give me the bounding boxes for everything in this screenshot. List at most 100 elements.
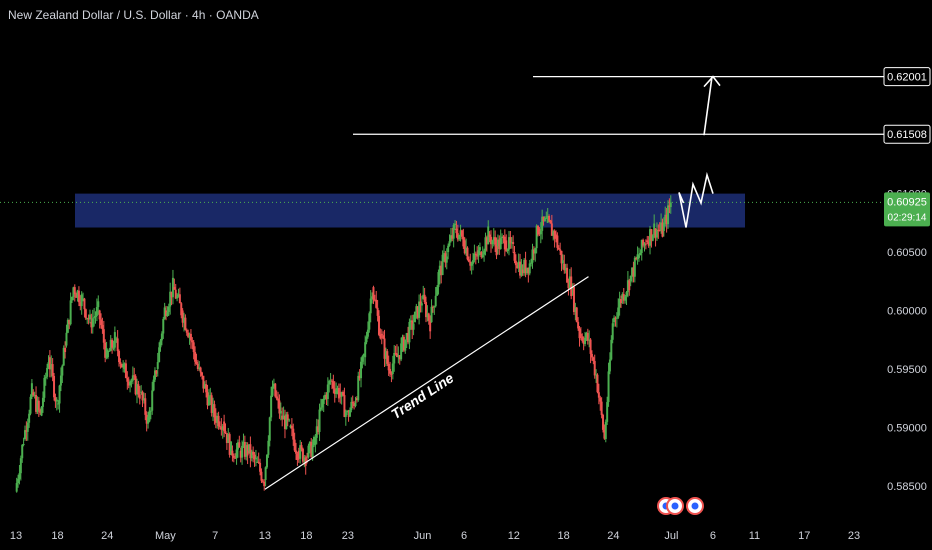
candle-body	[329, 380, 332, 382]
candle-body	[400, 343, 403, 360]
candle-body	[347, 415, 350, 417]
candle-body	[408, 321, 411, 343]
candle-body	[147, 416, 150, 424]
candle-body	[232, 455, 235, 458]
candle-body	[442, 253, 445, 255]
candle-body	[531, 249, 534, 263]
candle-body	[158, 347, 161, 363]
resistance-zone[interactable]	[75, 193, 745, 228]
candle-body	[48, 357, 51, 370]
candle-body	[430, 306, 433, 323]
candle-body	[163, 307, 166, 319]
candle-body	[624, 296, 627, 301]
x-tick-label: 18	[557, 530, 569, 542]
candle-body	[36, 400, 39, 412]
candle-body	[322, 398, 325, 404]
candle-body	[337, 388, 340, 399]
x-tick-label: 23	[342, 530, 354, 542]
candle-body	[195, 361, 198, 364]
candle-body	[159, 340, 162, 348]
candle-body	[72, 287, 75, 297]
candle-body	[87, 318, 90, 320]
candle-body	[422, 294, 425, 299]
candle-body	[61, 365, 64, 376]
candle-body	[481, 254, 484, 258]
candle-body	[637, 255, 640, 258]
candle-body	[631, 267, 634, 276]
candle-body	[599, 397, 602, 402]
y-tick-label: 0.60000	[887, 305, 927, 317]
candle-body	[19, 458, 22, 474]
level-price-tag	[883, 67, 931, 87]
candle-body	[330, 380, 333, 382]
level-price-tag	[883, 124, 931, 144]
candle-body	[613, 317, 616, 323]
candle-body	[254, 457, 257, 460]
candle-body	[293, 439, 296, 451]
candle-body	[173, 287, 176, 290]
candle-body	[419, 301, 422, 306]
candle-body	[611, 323, 614, 340]
candle-body	[418, 301, 421, 318]
candle-body	[383, 338, 386, 359]
candle-body	[308, 441, 311, 446]
trend-line[interactable]	[264, 276, 589, 490]
candle-body	[615, 317, 618, 319]
candle-body	[183, 317, 186, 323]
candle-body	[393, 352, 396, 364]
candle-body	[445, 256, 448, 263]
candle-body	[300, 445, 303, 449]
candle-body	[444, 253, 447, 263]
candle-body	[216, 415, 219, 423]
candle-body	[178, 294, 181, 304]
candle-body	[227, 434, 230, 443]
x-tick-label: 6	[461, 530, 467, 542]
candle-body	[647, 241, 650, 246]
candle-body	[325, 394, 328, 400]
candle-body	[313, 437, 316, 446]
candle-body	[40, 406, 43, 416]
candle-body	[138, 394, 141, 399]
candle-body	[466, 247, 469, 260]
candle-body	[319, 407, 322, 410]
candle-body	[470, 263, 473, 266]
candle-body	[170, 291, 173, 298]
candle-body	[589, 339, 592, 354]
candle-body	[567, 282, 570, 289]
x-tick-label: 24	[101, 530, 113, 542]
flag-icon-dot	[671, 502, 679, 510]
candle-body	[597, 392, 600, 398]
candle-body	[454, 223, 457, 225]
candle-body	[71, 296, 74, 301]
candle-body	[279, 410, 282, 414]
candle-body	[397, 355, 400, 358]
candle-body	[411, 320, 414, 330]
candle-body	[509, 237, 512, 244]
candle-body	[77, 290, 80, 303]
candle-body	[231, 450, 234, 456]
candle-body	[389, 368, 392, 374]
candle-body	[433, 306, 436, 308]
candle-body	[187, 332, 190, 338]
candle-body	[217, 415, 220, 427]
candle-body	[51, 364, 54, 376]
candle-body	[144, 398, 147, 415]
candle-body	[113, 332, 116, 348]
candle-body	[214, 415, 217, 423]
candle-body	[238, 442, 241, 448]
candle-body	[253, 454, 256, 460]
candle-body	[507, 237, 510, 250]
candle-body	[321, 399, 324, 408]
candle-body	[140, 391, 143, 393]
candle-body	[235, 449, 238, 459]
candle-body	[354, 402, 357, 407]
candle-body	[635, 257, 638, 260]
candle-body	[538, 228, 541, 235]
candle-body	[502, 236, 505, 238]
candle-body	[566, 267, 569, 283]
candle-body	[639, 252, 642, 256]
candle-body	[380, 333, 383, 336]
candle-body	[423, 294, 426, 303]
candle-body	[307, 445, 310, 458]
